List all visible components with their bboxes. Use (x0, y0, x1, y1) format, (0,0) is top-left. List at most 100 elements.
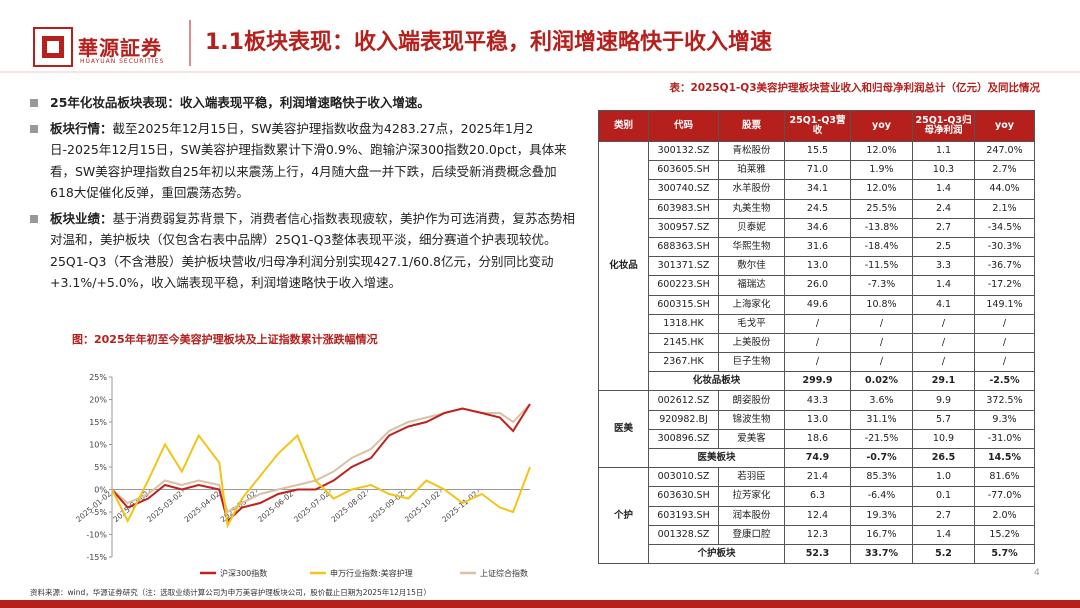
table-cell: 若羽臣 (718, 467, 785, 488)
table-cell: 300957.SZ (648, 217, 719, 238)
table-cell: 12.0% (850, 140, 913, 162)
table-cell: 603983.SH (648, 198, 719, 219)
logo-subtext: HUAYUAN SECURITIES (80, 58, 165, 65)
table-cell: 603193.SH (648, 505, 719, 526)
logo-text: 華源証券 (78, 36, 162, 60)
table-cell: -21.5% (850, 428, 913, 450)
total-cell: 74.9 (784, 447, 851, 469)
table-cell: 3.6% (850, 390, 913, 411)
table-cell: 71.0 (784, 160, 851, 181)
table-cell: 润本股份 (718, 505, 785, 526)
table-cell: 44.0% (974, 179, 1035, 200)
table-cell: 丸美生物 (718, 198, 785, 219)
table-cell: 1.9% (850, 160, 913, 181)
table-row: 1318.HK 毛戈平 / / / / (599, 313, 1035, 334)
table-cell: 001328.SZ (648, 524, 719, 545)
table-cell: 15.2% (974, 524, 1035, 545)
table-cell: 43.3 (784, 390, 851, 411)
table-row: 600315.SH 上海家化 49.6 10.8% 4.1 149.1% (599, 294, 1035, 315)
table-cell: / (784, 313, 851, 334)
table-cell: 2.4 (912, 198, 975, 219)
table-cell: -18.4% (850, 236, 913, 258)
table-cell: 2.7% (974, 160, 1035, 181)
table-cell: 锦波生物 (718, 409, 785, 430)
chart-title: 图：2025年年初至今美容护理板块及上证指数累计涨跌幅情况 (72, 333, 378, 346)
table-cell: 25.5% (850, 198, 913, 219)
table-row: 603630.SH 拉芳家化 6.3 -6.4% 0.1 -77.0% (599, 486, 1035, 507)
total-cell: 个护板块 (648, 543, 785, 565)
table-cell: 珀莱雅 (718, 160, 785, 181)
table-row: 603193.SH 润本股份 12.4 19.3% 2.7 2.0% (599, 505, 1035, 526)
table-cell: 1.1 (912, 140, 975, 162)
table-cell: 85.3% (850, 467, 913, 488)
table-row: 603605.SH 珀莱雅 71.0 1.9% 10.3 2.7% (599, 160, 1035, 181)
table-cell: 16.7% (850, 524, 913, 545)
table-cell: 青松股份 (718, 140, 785, 162)
table-cell: 4.1 (912, 294, 975, 315)
bullet-text: 截至2025年12月15日，SW美容护理指数收盘为4283.27点，2025年1… (50, 120, 567, 201)
table-cell: 9.3% (974, 409, 1035, 430)
data-table: 类别 代码 股票 25Q1-Q3营收 yoy 25Q1-Q3归母净利润 yoy 化妆品 300… (598, 110, 1035, 565)
table-cell: 2.5 (912, 236, 975, 258)
x-tick-label: 2025-09-02 (367, 489, 406, 524)
table-cell: 149.1% (974, 294, 1035, 315)
table-cell: 朗姿股份 (718, 390, 785, 411)
total-cell: 5.7% (974, 543, 1035, 565)
bullet-label: 25年化妆品板块表现：收入端表现平稳，利润增速略快于收入增速。 (50, 95, 430, 110)
bullet-list: 25年化妆品板块表现：收入端表现平稳，利润增速略快于收入增速。 板块行情：截至2… (28, 92, 576, 298)
table-row: 603983.SH 丸美生物 24.5 25.5% 2.4 2.1% (599, 198, 1035, 219)
footer-bar (0, 600, 1080, 608)
table-cell: -77.0% (974, 486, 1035, 507)
table-cell: 12.3 (784, 524, 851, 545)
table-cell: 2.7 (912, 217, 975, 238)
total-cell: 52.3 (784, 543, 851, 565)
y-tick-label: -10% (86, 531, 107, 540)
total-row: 化妆品板块 299.9 0.02% 29.1 -2.5% (599, 371, 1035, 392)
table-cell: 600223.SH (648, 275, 719, 296)
table-cell: 毛戈平 (718, 313, 785, 334)
table-row: 301371.SZ 敷尔佳 13.0 -11.5% 3.3 -36.7% (599, 256, 1035, 277)
total-cell: 29.1 (912, 371, 975, 392)
x-tick-label: 2025-11-02 (440, 489, 479, 524)
table-cell: -36.7% (974, 256, 1035, 277)
table-cell: 247.0% (974, 140, 1035, 162)
y-tick-label: 0% (94, 486, 107, 495)
table-cell: 15.5 (784, 140, 851, 162)
table-row: 2145.HK 上美股份 / / / / (599, 332, 1035, 354)
bullet-text: 基于消费弱复苏背景下，消费者信心指数表现疲软，美护作为可选消费，复苏态势相对温和… (50, 210, 576, 291)
bullet-label: 板块行情： (50, 120, 113, 136)
total-cell: 医美板块 (648, 447, 785, 469)
category-cell: 化妆品 (598, 140, 649, 392)
total-cell: 化妆品板块 (648, 371, 785, 392)
table-cell: 26.0 (784, 275, 851, 296)
total-row: 个护板块 52.3 33.7% 5.2 5.7% (599, 543, 1035, 565)
table-cell: -30.3% (974, 236, 1035, 258)
table-row: 300740.SZ 水羊股份 34.1 12.0% 1.4 44.0% (599, 179, 1035, 200)
column-header: 代码 (648, 110, 719, 142)
category-cell: 个护 (598, 467, 649, 565)
table-cell: 福瑞达 (718, 275, 785, 296)
table-cell: / (974, 313, 1035, 334)
table-cell: 0.1 (912, 486, 975, 507)
total-cell: 299.9 (784, 371, 851, 392)
table-cell: 1.4 (912, 275, 975, 296)
legend-label: 申万行业指数:美容护理 (330, 568, 413, 578)
table-cell: 13.0 (784, 256, 851, 277)
legend-label: 上证综合指数 (480, 568, 528, 578)
bullet: 25年化妆品板块表现：收入端表现平稳，利润增速略快于收入增速。 (28, 92, 576, 114)
x-tick-label: 2025-04-02 (183, 489, 222, 524)
table-cell: 水羊股份 (718, 179, 785, 200)
total-cell: -0.7% (850, 447, 913, 469)
table-row: 2367.HK 巨子生物 / / / / (599, 352, 1035, 373)
table-cell: -17.2% (974, 275, 1035, 296)
table-cell: 1.4 (912, 179, 975, 200)
table-cell: 603605.SH (648, 160, 719, 181)
table-cell: 31.1% (850, 409, 913, 430)
table-cell: 2.0% (974, 505, 1035, 526)
y-tick-label: -15% (86, 553, 107, 562)
table-cell: 2367.HK (648, 352, 719, 373)
table-cell: 10.3 (912, 160, 975, 181)
table-cell: 12.0% (850, 179, 913, 200)
